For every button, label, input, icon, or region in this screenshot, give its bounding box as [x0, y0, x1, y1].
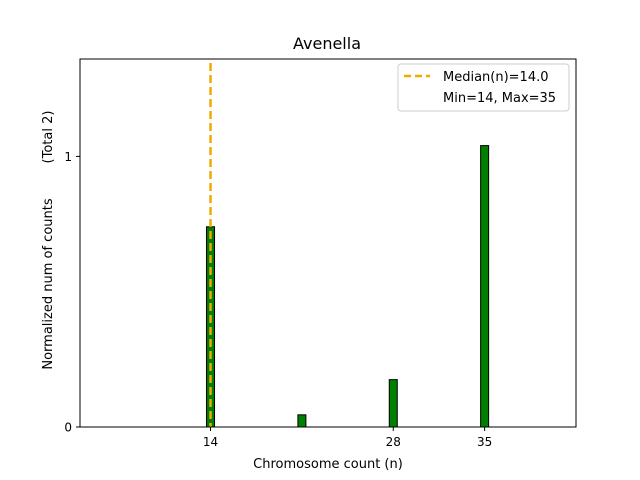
y-tick-label-0: 0: [64, 421, 72, 435]
legend-entry-median: Median(n)=14.0: [443, 70, 549, 85]
chart-title: Avenella: [293, 34, 361, 53]
y-axis-label: Normalized num of counts: [41, 198, 56, 369]
plot-frame: [79, 58, 577, 428]
legend-entry-range: Min=14, Max=35: [443, 91, 556, 106]
x-axis-label: Chromosome count (n): [253, 457, 403, 472]
x-tick-label-28: 28: [386, 435, 401, 449]
y-axis-label-total: (Total 2): [41, 111, 56, 164]
x-tick-label-14: 14: [203, 435, 218, 449]
bar-2: [388, 379, 398, 428]
x-tick-label-35: 35: [477, 435, 492, 449]
bar-3: [480, 145, 490, 428]
legend: Median(n)=14.0 Min=14, Max=35: [397, 63, 570, 112]
bars: [206, 145, 490, 428]
y-axis-ticks: 01: [64, 150, 80, 435]
bar-1: [297, 414, 307, 428]
y-tick-label-1: 1: [64, 150, 72, 164]
x-axis-ticks: 14 28 35: [203, 427, 492, 449]
legend-box: [397, 63, 570, 112]
